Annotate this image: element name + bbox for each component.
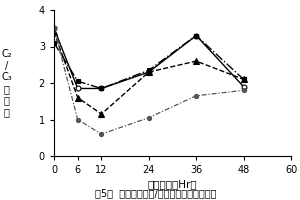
Text: C₂
/
C₃
モ
ル
比: C₂ / C₃ モ ル 比 [1,49,12,117]
X-axis label: 培養時間（Hr）: 培養時間（Hr） [148,179,197,189]
Text: 囵5．  生成した酢酸/プロピオン酸比の推移: 囵5． 生成した酢酸/プロピオン酸比の推移 [95,188,217,198]
